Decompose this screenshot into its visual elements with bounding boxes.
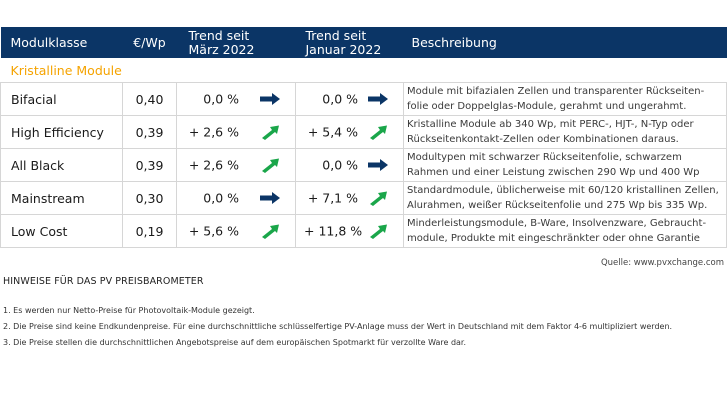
arrow-up-right-icon [259,124,281,140]
description-line: Rahmen und einer Leistung zwischen 290 W… [407,167,700,178]
trend-march-cell: 0,0 % [176,181,296,215]
note-item: 2. Die Preise sind keine Endkundenpreise… [3,322,673,331]
description-line: Alurahmen, weißer Rückseitenfolie und 27… [407,200,708,211]
table-header-row: Modulklasse €/Wp Trend seit März 2022 Tr… [0,27,727,58]
arrow-up-right-icon [367,223,389,239]
trend-march-value: 0,0 % [203,190,239,206]
header-trend-january: Trend seit Januar 2022 [296,27,404,58]
table-row: Bifacial 0,40 0,0 % 0,0 % Module mit bifazia… [0,82,727,116]
table-row: High Efficiency 0,39 + 2,6 % + 5,4 % Kristal… [0,115,727,149]
arrow-up-right-icon [259,157,281,173]
description: Standardmodule, üblicherweise mit 60/120… [403,181,727,215]
description-line: Modultypen mit schwarzer Rückseitenfolie… [407,152,682,163]
table-row: Mainstream 0,30 0,0 % + 7,1 % Standardmodule… [0,181,727,215]
header-trend-march-line2: März 2022 [188,41,255,57]
price-value: 0,19 [122,214,177,248]
price-table: Modulklasse €/Wp Trend seit März 2022 Tr… [0,27,727,248]
source-note: Quelle: www.pvxchange.com [600,258,724,268]
header-beschreibung: Beschreibung [411,34,497,50]
header-modulklasse: Modulklasse [10,34,88,50]
module-class: Bifacial [0,82,123,116]
header-trend-january-line2: Januar 2022 [305,41,382,57]
description-line: Module mit bifazialen Zellen und transpa… [407,86,705,97]
notes-title: HINWEISE FÜR DAS PV PREISBAROMETER [3,276,204,287]
description-line: Kristalline Module ab 340 Wp, mit PERC-,… [407,119,694,130]
trend-march-cell: 0,0 % [176,82,296,116]
description-line: folie oder Doppelglas-Module, gerahmt un… [407,101,687,112]
table-row: Low Cost 0,19 + 5,6 % + 11,8 % Minderleistun… [0,214,727,248]
price-value: 0,39 [122,148,177,182]
module-class: Low Cost [0,214,123,248]
arrow-up-right-icon [367,190,389,206]
trend-january-cell: 0,0 % [295,82,404,116]
trend-january-cell: 0,0 % [295,148,404,182]
trend-march-cell: + 5,6 % [176,214,296,248]
price-value: 0,39 [122,115,177,149]
header-trend-march-line1: Trend seit [188,27,250,43]
trend-january-value: + 7,1 % [307,190,358,206]
trend-january-cell: + 7,1 % [295,181,404,215]
arrow-right-icon [259,91,281,107]
header-trend-january-line1: Trend seit [305,27,367,43]
trend-january-value: + 11,8 % [304,223,363,239]
header-price: €/Wp [133,34,166,50]
table-row: All Black 0,39 + 2,6 % 0,0 % Modultypen mit … [0,148,727,182]
trend-january-value: 0,0 % [322,91,358,107]
module-class: High Efficiency [0,115,123,149]
trend-march-value: + 2,6 % [188,157,239,173]
trend-march-value: + 5,6 % [188,223,239,239]
trend-march-cell: + 2,6 % [176,115,296,149]
trend-march-cell: + 2,6 % [176,148,296,182]
description-line: Minderleistungsmodule, B-Ware, Insolvenz… [407,218,707,229]
note-item: 3. Die Preise stellen die durchschnittli… [3,338,467,347]
arrow-right-icon [367,157,389,173]
header-trend-march: Trend seit März 2022 [177,27,296,58]
description: Minderleistungsmodule, B-Ware, Insolvenz… [403,214,727,248]
description: Kristalline Module ab 340 Wp, mit PERC-,… [403,115,727,149]
trend-january-value: + 5,4 % [307,124,358,140]
description-line: Standardmodule, üblicherweise mit 60/120… [407,185,719,196]
section-row: Kristalline Module [0,58,727,83]
module-class: Mainstream [0,181,123,215]
arrow-up-right-icon [367,124,389,140]
trend-january-cell: + 5,4 % [295,115,404,149]
description-line: Rückseitenkontakt-Zellen oder Kombinatio… [407,134,679,145]
trend-march-value: + 2,6 % [188,124,239,140]
notes-list: 1. Es werden nur Netto-Preise für Photov… [3,305,672,353]
price-value: 0,30 [122,181,177,215]
section-label: Kristalline Module [0,58,727,83]
trend-march-value: 0,0 % [203,91,239,107]
trend-january-cell: + 11,8 % [295,214,404,248]
price-value: 0,40 [122,82,177,116]
arrow-up-right-icon [259,223,281,239]
description: Modultypen mit schwarzer Rückseitenfolie… [403,148,727,182]
arrow-right-icon [367,91,389,107]
description-line: module, Produkte mit eingeschränkter ode… [407,233,700,244]
module-class: All Black [0,148,123,182]
description: Module mit bifazialen Zellen und transpa… [403,82,727,116]
note-item: 1. Es werden nur Netto-Preise für Photov… [3,306,255,315]
arrow-right-icon [259,190,281,206]
trend-january-value: 0,0 % [322,157,358,173]
